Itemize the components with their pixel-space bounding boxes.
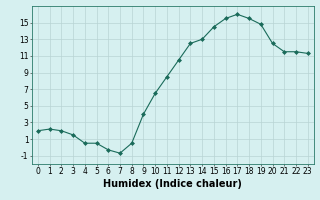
X-axis label: Humidex (Indice chaleur): Humidex (Indice chaleur) — [103, 179, 242, 189]
